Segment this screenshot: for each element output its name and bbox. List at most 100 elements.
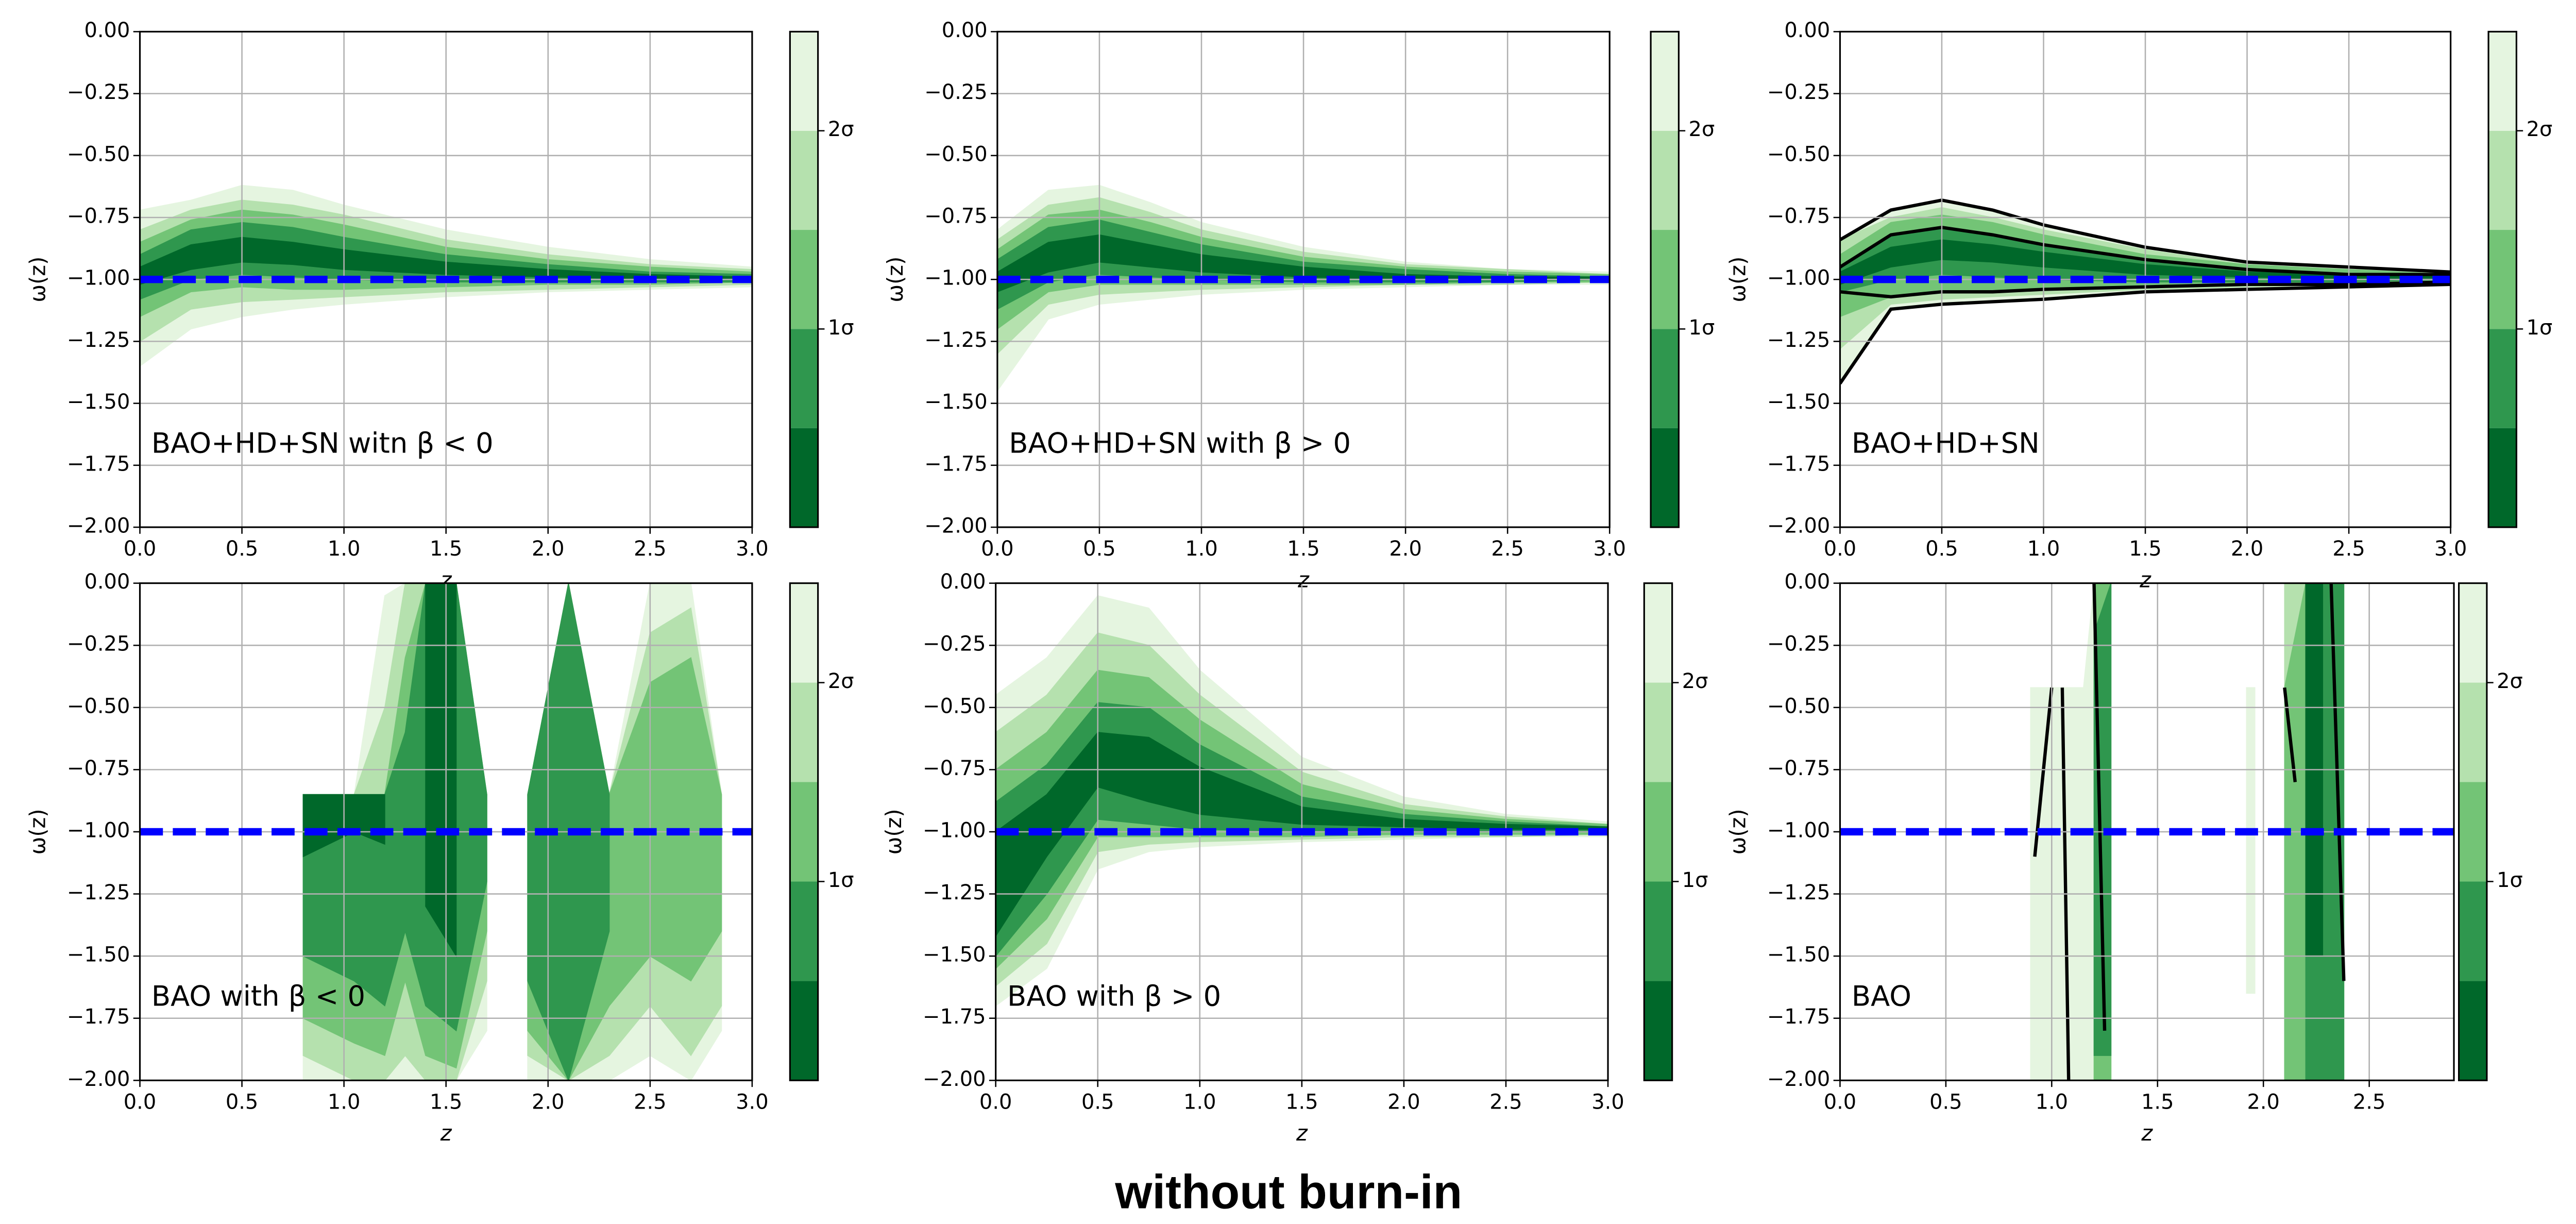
colorbar-segment <box>790 782 818 882</box>
colorbar-segment <box>2459 682 2487 782</box>
colorbar-segment <box>2459 782 2487 882</box>
colorbar-segment <box>1651 130 1679 230</box>
colorbar-tick-label: 1σ <box>1682 868 1708 892</box>
y-tick-label: −1.75 <box>1767 452 1830 476</box>
y-tick-label: −0.75 <box>1767 205 1830 228</box>
x-tick-label: 0.5 <box>1083 537 1116 561</box>
contour-line <box>2329 583 2346 981</box>
x-tick-label: 2.5 <box>634 1091 666 1114</box>
x-tick-label: 1.5 <box>1287 537 1320 561</box>
y-tick-label: −1.25 <box>924 328 987 352</box>
colorbar-segment <box>1644 881 1672 981</box>
y-tick-label: 0.00 <box>940 570 986 594</box>
y-tick-label: −1.25 <box>67 328 130 352</box>
y-tick-label: −1.50 <box>1767 390 1830 414</box>
x-tick-label: 0.0 <box>1824 537 1857 561</box>
confidence-band <box>2246 687 2256 994</box>
x-tick-label: 1.0 <box>2027 537 2060 561</box>
colorbar-tick-label: 1σ <box>1689 316 1715 340</box>
colorbar-tick-label: 2σ <box>1682 669 1708 693</box>
y-tick-label: −0.50 <box>1767 694 1830 718</box>
x-tick-label: 1.5 <box>1285 1091 1318 1114</box>
y-tick-label: −2.00 <box>1767 1067 1830 1091</box>
x-tick-label: 0.5 <box>1925 537 1958 561</box>
colorbar-segment <box>1651 329 1679 428</box>
y-tick-label: −1.50 <box>923 943 986 967</box>
y-tick-label: −1.50 <box>67 943 130 967</box>
colorbar-frame <box>1643 582 1673 1081</box>
x-axis-label: z <box>2141 1120 2153 1146</box>
x-axis-label: z <box>1297 567 1310 592</box>
x-tick-label: 1.5 <box>430 537 462 561</box>
colorbar-segment <box>790 583 818 683</box>
colorbar-tick-label: 2σ <box>1689 118 1715 141</box>
y-tick-label: −0.25 <box>1767 80 1830 104</box>
y-tick-label: −1.00 <box>924 266 987 290</box>
colorbar-tick-label: 2σ <box>828 118 854 141</box>
colorbar-segment <box>790 130 818 230</box>
x-tick-label: 2.5 <box>634 537 666 561</box>
y-tick-label: −0.75 <box>924 205 987 228</box>
y-tick-label: −0.25 <box>67 632 130 656</box>
x-tick-label: 0.5 <box>1929 1091 1962 1114</box>
y-tick-label: −0.50 <box>1767 142 1830 166</box>
y-tick-label: −2.00 <box>924 514 987 538</box>
axes-frame <box>995 582 1609 1081</box>
y-tick-label: 0.00 <box>84 570 130 594</box>
y-tick-label: −0.50 <box>67 142 130 166</box>
panel-label: BAO with β > 0 <box>1007 980 1221 1013</box>
contour-line <box>2060 688 2071 1081</box>
x-tick-label: 1.0 <box>2036 1091 2069 1114</box>
x-axis-label: z <box>2139 567 2151 592</box>
x-tick-label: 1.5 <box>2141 1091 2174 1114</box>
colorbar-segment <box>2459 981 2487 1081</box>
panel-label: BAO with β < 0 <box>151 980 365 1013</box>
y-axis-label: ω(z) <box>883 257 908 303</box>
y-tick-label: −1.50 <box>67 390 130 414</box>
y-tick-label: 0.00 <box>1784 570 1830 594</box>
y-tick-label: −0.75 <box>1767 757 1830 780</box>
y-tick-label: −0.25 <box>923 632 986 656</box>
axes-frame <box>996 30 1611 528</box>
colorbar-tick-label: 2σ <box>2497 669 2523 693</box>
colorbar-segment <box>2488 130 2517 230</box>
colorbar-segment <box>2488 31 2517 131</box>
y-tick-label: −2.00 <box>67 514 130 538</box>
colorbar-frame <box>789 30 819 528</box>
y-tick-label: −1.75 <box>67 1005 130 1029</box>
y-tick-label: 0.00 <box>1784 19 1830 42</box>
panel-label: BAO+HD+SN <box>1852 427 2040 459</box>
y-tick-label: −0.50 <box>924 142 987 166</box>
colorbar-tick-label: 1σ <box>2527 316 2553 340</box>
colorbar-frame <box>789 582 819 1081</box>
x-tick-label: 2.0 <box>1389 537 1422 561</box>
colorbar-segment <box>790 428 818 527</box>
y-tick-label: −1.00 <box>67 266 130 290</box>
x-tick-label: 1.5 <box>2129 537 2162 561</box>
y-tick-label: −1.50 <box>924 390 987 414</box>
x-tick-label: 3.0 <box>1591 1091 1624 1114</box>
x-tick-label: 0.5 <box>226 537 259 561</box>
x-tick-label: 1.0 <box>328 537 361 561</box>
y-tick-label: −2.00 <box>1767 514 1830 538</box>
y-axis-label: ω(z) <box>1725 257 1751 303</box>
x-axis-label: z <box>1296 1120 1308 1146</box>
x-tick-label: 0.0 <box>124 1091 157 1114</box>
x-tick-label: 1.5 <box>430 1091 462 1114</box>
colorbar-segment <box>790 682 818 782</box>
colorbar-segment <box>2488 329 2517 428</box>
colorbar-segment <box>790 981 818 1081</box>
y-tick-label: −1.25 <box>923 881 986 904</box>
x-tick-label: 3.0 <box>736 537 769 561</box>
x-tick-label: 3.0 <box>736 1091 769 1114</box>
colorbar-segment <box>2488 428 2517 527</box>
x-tick-label: 0.5 <box>226 1091 259 1114</box>
panel-label: BAO+HD+SN witn β < 0 <box>151 427 494 459</box>
x-tick-label: 1.0 <box>1185 537 1217 561</box>
y-axis-label: ω(z) <box>25 257 50 303</box>
y-tick-label: −1.25 <box>1767 328 1830 352</box>
colorbar-tick-label: 1σ <box>2497 868 2523 892</box>
colorbar-segment <box>790 230 818 329</box>
y-tick-label: 0.00 <box>84 19 130 42</box>
